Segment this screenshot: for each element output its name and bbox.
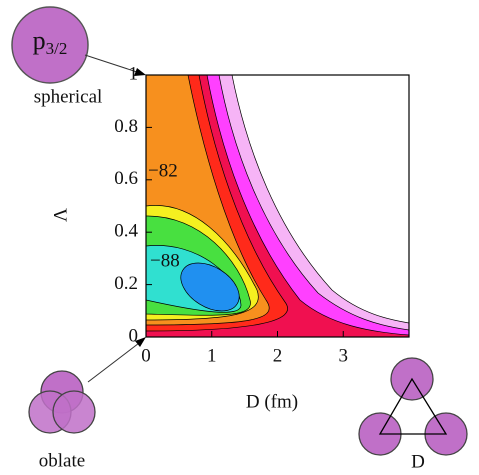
contour-field bbox=[146, 75, 409, 337]
y-tick-label: 0.6 bbox=[114, 168, 138, 189]
y-tick-label: 1 bbox=[129, 63, 139, 84]
inset-label-sub: 3/2 bbox=[46, 39, 68, 58]
x-tick-label: 1 bbox=[207, 345, 217, 366]
annotation: oblate bbox=[39, 450, 85, 471]
x-tick-label: 0 bbox=[141, 345, 151, 366]
x-tick-label: 3 bbox=[339, 345, 349, 366]
y-axis-label: Λ bbox=[50, 208, 71, 222]
annotation: D bbox=[411, 451, 425, 472]
x-axis-label: D (fm) bbox=[246, 391, 298, 412]
inset-label: p3/2 bbox=[33, 26, 68, 58]
y-tick-label: 0.8 bbox=[114, 116, 138, 137]
x-tick-label: 2 bbox=[273, 345, 283, 366]
oblate-inset: oblate bbox=[28, 337, 146, 471]
spherical-inset: p3/2 spherical bbox=[11, 6, 146, 107]
annotation: spherical bbox=[34, 86, 103, 107]
y-tick-label: 0.4 bbox=[114, 221, 138, 242]
inset-label-base: p bbox=[33, 26, 46, 55]
contour-label: −82 bbox=[148, 160, 178, 181]
y-tick-label: 0 bbox=[129, 325, 139, 346]
triangle-inset: D bbox=[358, 357, 468, 472]
y-tick-label: 0.2 bbox=[114, 273, 138, 294]
contour-label: −88 bbox=[150, 250, 180, 271]
